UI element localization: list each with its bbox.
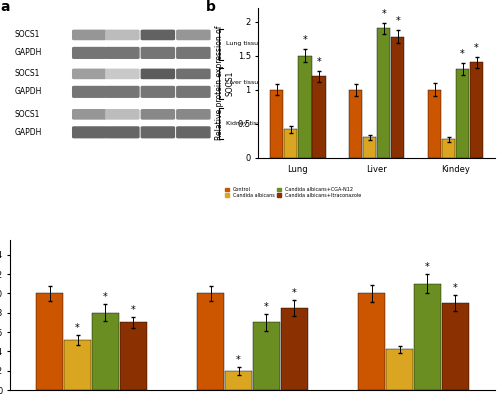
FancyBboxPatch shape [72,29,106,40]
FancyBboxPatch shape [140,47,175,59]
Bar [363,137,376,158]
Bar [312,76,326,158]
Text: SOCS1: SOCS1 [14,69,40,78]
Bar [36,293,63,390]
Bar [226,371,252,390]
Legend: Control, Candida albicans, Candida albicans+CGA-N12, Candida albicans+Itraconazo: Control, Candida albicans, Candida albic… [226,187,361,198]
Bar [414,284,440,390]
Text: *: * [302,35,307,45]
FancyBboxPatch shape [72,109,106,120]
FancyBboxPatch shape [72,126,106,139]
FancyBboxPatch shape [72,68,106,79]
FancyBboxPatch shape [176,126,210,139]
FancyBboxPatch shape [105,86,140,98]
Text: *: * [264,302,269,312]
FancyBboxPatch shape [176,86,210,98]
Bar [270,90,283,158]
Text: GAPDH: GAPDH [14,88,42,96]
Bar [377,28,390,158]
Text: b: b [206,0,216,14]
Text: GAPDH: GAPDH [14,128,42,137]
Text: SOCS1: SOCS1 [14,30,40,39]
Bar [284,129,298,158]
FancyBboxPatch shape [105,29,140,40]
Bar [391,37,404,158]
Text: *: * [425,262,430,272]
Bar [120,322,146,390]
FancyBboxPatch shape [176,47,210,59]
FancyBboxPatch shape [72,86,106,98]
Bar [281,308,307,390]
Text: *: * [453,283,458,293]
Text: *: * [396,16,400,25]
Bar [428,90,441,158]
Text: *: * [460,49,465,59]
Text: *: * [236,355,241,365]
Bar [442,303,468,390]
Text: Liver tissues: Liver tissues [226,80,266,86]
FancyBboxPatch shape [140,86,175,98]
Bar [470,62,484,158]
Bar [349,90,362,158]
Text: GAPDH: GAPDH [14,49,42,57]
Bar [298,56,312,158]
Text: Lung tissues: Lung tissues [226,41,266,47]
FancyBboxPatch shape [140,68,175,79]
Text: *: * [103,292,108,302]
FancyBboxPatch shape [72,47,106,59]
Text: *: * [474,43,479,53]
FancyBboxPatch shape [140,126,175,139]
Text: *: * [131,304,136,315]
Text: *: * [316,57,322,66]
FancyBboxPatch shape [105,109,140,120]
Bar [253,322,280,390]
FancyBboxPatch shape [176,29,210,40]
FancyBboxPatch shape [176,68,210,79]
FancyBboxPatch shape [105,126,140,139]
Y-axis label: Relative protein expression of
SOCS1: Relative protein expression of SOCS1 [216,25,235,140]
FancyBboxPatch shape [176,109,210,120]
Text: *: * [382,9,386,19]
Bar [442,139,455,158]
Bar [92,313,118,390]
Text: Kidney tissues: Kidney tissues [226,121,272,126]
FancyBboxPatch shape [105,47,140,59]
Text: *: * [292,288,296,298]
FancyBboxPatch shape [105,68,140,79]
Bar [358,293,385,390]
Text: *: * [75,323,80,333]
Bar [456,69,469,158]
Bar [198,293,224,390]
FancyBboxPatch shape [140,29,175,40]
FancyBboxPatch shape [140,109,175,120]
Bar [64,340,91,390]
Text: a: a [0,0,10,14]
Text: SOCS1: SOCS1 [14,110,40,119]
Bar [386,349,413,390]
